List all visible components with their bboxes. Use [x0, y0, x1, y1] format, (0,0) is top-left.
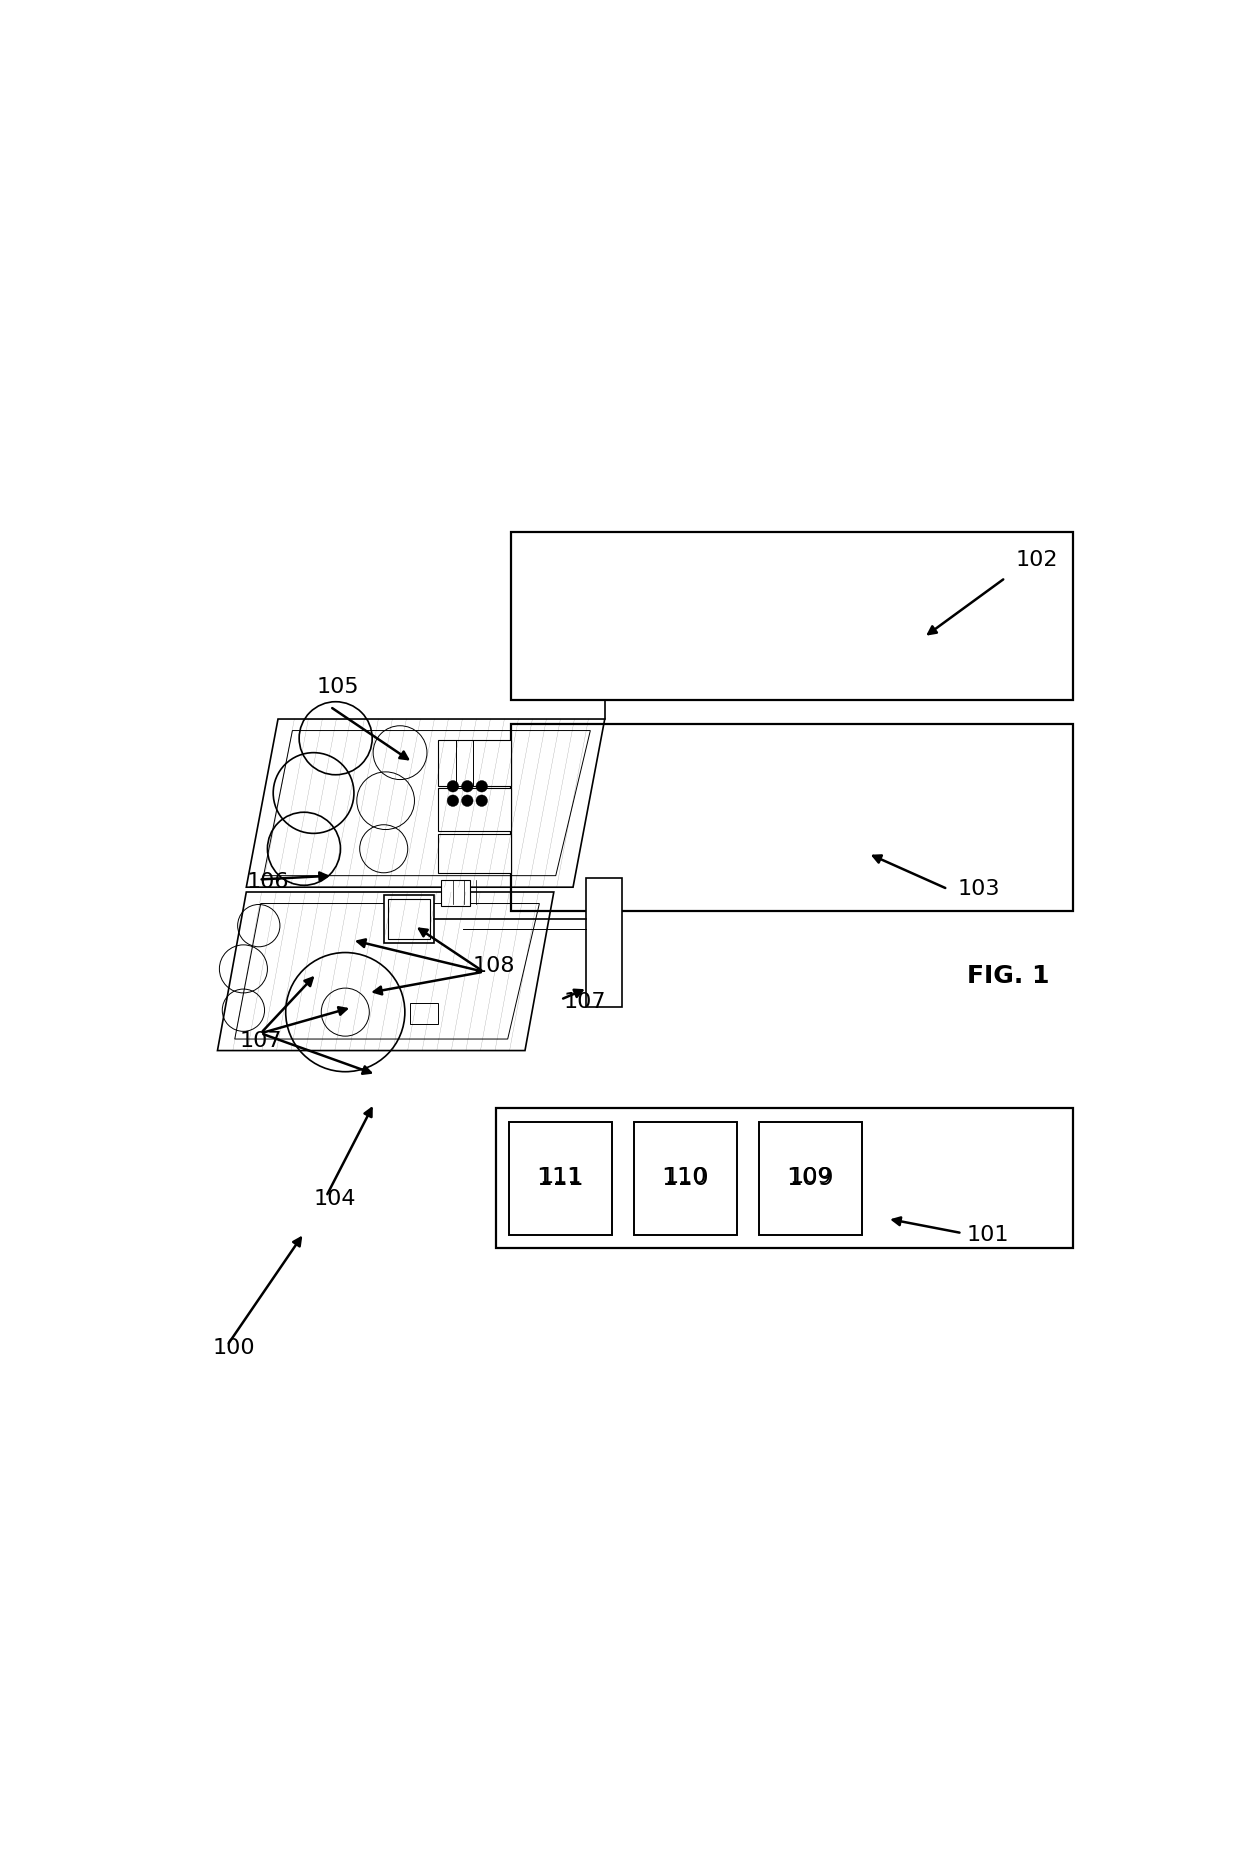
Circle shape: [476, 795, 487, 806]
Text: 111: 111: [537, 1166, 584, 1190]
Text: 107: 107: [239, 1031, 281, 1050]
Bar: [634, 1123, 738, 1235]
Text: 104: 104: [314, 1190, 356, 1209]
Bar: [508, 1123, 613, 1235]
Bar: [585, 877, 622, 1007]
Bar: [511, 531, 1073, 700]
Circle shape: [461, 795, 474, 806]
Text: 100: 100: [213, 1338, 255, 1358]
Bar: [439, 741, 511, 786]
Bar: [441, 879, 470, 906]
Circle shape: [461, 780, 474, 791]
Text: 107: 107: [563, 992, 606, 1012]
Text: FIG. 1: FIG. 1: [967, 964, 1049, 988]
Circle shape: [448, 780, 459, 791]
Bar: [383, 894, 434, 943]
Text: 105: 105: [316, 677, 360, 696]
Bar: [511, 724, 1073, 911]
Bar: [409, 1003, 439, 1023]
Bar: [439, 788, 511, 831]
Bar: [388, 898, 430, 939]
Text: 101: 101: [967, 1226, 1009, 1244]
Bar: [439, 834, 511, 872]
Circle shape: [448, 795, 459, 806]
Bar: [496, 1108, 1073, 1248]
Text: 102: 102: [1016, 550, 1058, 571]
Text: 110: 110: [665, 1168, 707, 1186]
Text: 110: 110: [662, 1166, 709, 1190]
Text: 111: 111: [539, 1168, 582, 1186]
Text: 109: 109: [786, 1166, 835, 1190]
Text: 109: 109: [789, 1168, 832, 1186]
Text: 108: 108: [472, 956, 515, 975]
Bar: [759, 1123, 862, 1235]
Circle shape: [476, 780, 487, 791]
Text: 106: 106: [247, 872, 289, 892]
Text: 103: 103: [957, 879, 999, 898]
